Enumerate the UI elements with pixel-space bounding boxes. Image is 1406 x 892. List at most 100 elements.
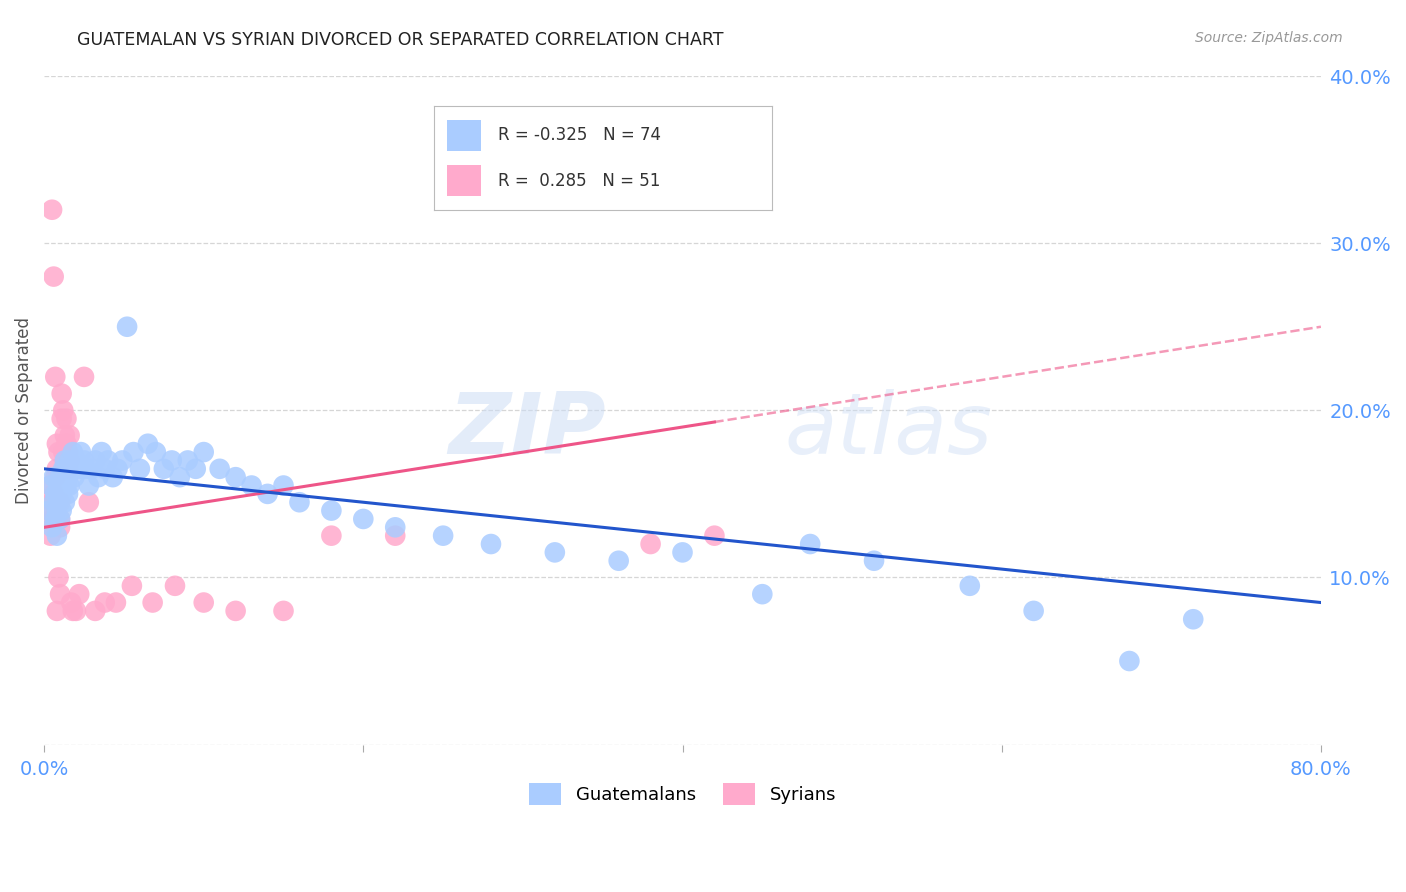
Point — [41, 495, 63, 509]
Point — [115, 319, 138, 334]
Point — [432, 529, 454, 543]
Point — [97, 453, 120, 467]
Point — [959, 579, 981, 593]
Point — [225, 604, 247, 618]
Point — [60, 595, 83, 609]
Point — [671, 545, 693, 559]
Point — [863, 554, 886, 568]
Point — [52, 462, 75, 476]
Point — [87, 470, 110, 484]
Point — [49, 470, 72, 484]
Point — [39, 478, 62, 492]
Text: ZIP: ZIP — [449, 389, 606, 472]
Point — [751, 587, 773, 601]
Point — [49, 512, 72, 526]
Point — [80, 462, 103, 476]
Point — [39, 529, 62, 543]
Point — [128, 462, 150, 476]
Point — [75, 462, 97, 476]
Point — [145, 445, 167, 459]
Point — [73, 370, 96, 384]
Point — [90, 445, 112, 459]
Point — [101, 470, 124, 484]
Point — [45, 462, 67, 476]
Point — [256, 487, 278, 501]
Point — [41, 520, 63, 534]
Point — [45, 604, 67, 618]
Point — [193, 445, 215, 459]
Point — [42, 269, 65, 284]
Point — [51, 386, 73, 401]
Point — [52, 478, 75, 492]
Point — [273, 604, 295, 618]
Point — [384, 529, 406, 543]
Point — [799, 537, 821, 551]
Point — [160, 453, 183, 467]
Point — [55, 436, 77, 450]
Point — [51, 411, 73, 425]
Point — [288, 495, 311, 509]
Point — [59, 453, 82, 467]
Point — [55, 411, 77, 425]
Text: GUATEMALAN VS SYRIAN DIVORCED OR SEPARATED CORRELATION CHART: GUATEMALAN VS SYRIAN DIVORCED OR SEPARAT… — [77, 31, 724, 49]
Point — [59, 453, 82, 467]
Point — [153, 462, 176, 476]
Point — [39, 478, 62, 492]
Point — [73, 453, 96, 467]
Point — [45, 529, 67, 543]
Point — [48, 570, 70, 584]
Point — [55, 478, 77, 492]
Point — [48, 445, 70, 459]
Point — [225, 470, 247, 484]
Point — [177, 453, 200, 467]
Text: Source: ZipAtlas.com: Source: ZipAtlas.com — [1195, 31, 1343, 45]
Point — [41, 202, 63, 217]
Point — [1182, 612, 1205, 626]
Point — [107, 462, 129, 476]
Point — [384, 520, 406, 534]
Point — [41, 512, 63, 526]
Point — [94, 462, 117, 476]
Point — [52, 445, 75, 459]
Point — [1022, 604, 1045, 618]
Y-axis label: Divorced or Separated: Divorced or Separated — [15, 317, 32, 504]
Point — [48, 478, 70, 492]
Point — [53, 495, 76, 509]
Legend: Guatemalans, Syrians: Guatemalans, Syrians — [522, 776, 844, 813]
Point — [56, 462, 79, 476]
Point — [38, 503, 60, 517]
Point — [111, 453, 134, 467]
Point — [77, 478, 100, 492]
Point — [273, 478, 295, 492]
Point — [607, 554, 630, 568]
Point — [49, 512, 72, 526]
Point — [352, 512, 374, 526]
Point — [65, 604, 87, 618]
Point — [94, 595, 117, 609]
Point — [208, 462, 231, 476]
Point — [56, 445, 79, 459]
Point — [62, 445, 84, 459]
Point — [63, 470, 86, 484]
Point — [84, 604, 107, 618]
Point — [53, 453, 76, 467]
Point — [44, 470, 66, 484]
Point — [544, 545, 567, 559]
Point — [479, 537, 502, 551]
Point — [703, 529, 725, 543]
Point — [59, 478, 82, 492]
Point — [52, 403, 75, 417]
Point — [121, 579, 143, 593]
Point — [60, 462, 83, 476]
Point — [56, 470, 79, 484]
Point — [240, 478, 263, 492]
Point — [193, 595, 215, 609]
Point — [45, 503, 67, 517]
Point — [53, 428, 76, 442]
Point — [51, 503, 73, 517]
Point — [56, 487, 79, 501]
Point — [84, 453, 107, 467]
Point — [44, 370, 66, 384]
Point — [42, 487, 65, 501]
Point — [44, 495, 66, 509]
